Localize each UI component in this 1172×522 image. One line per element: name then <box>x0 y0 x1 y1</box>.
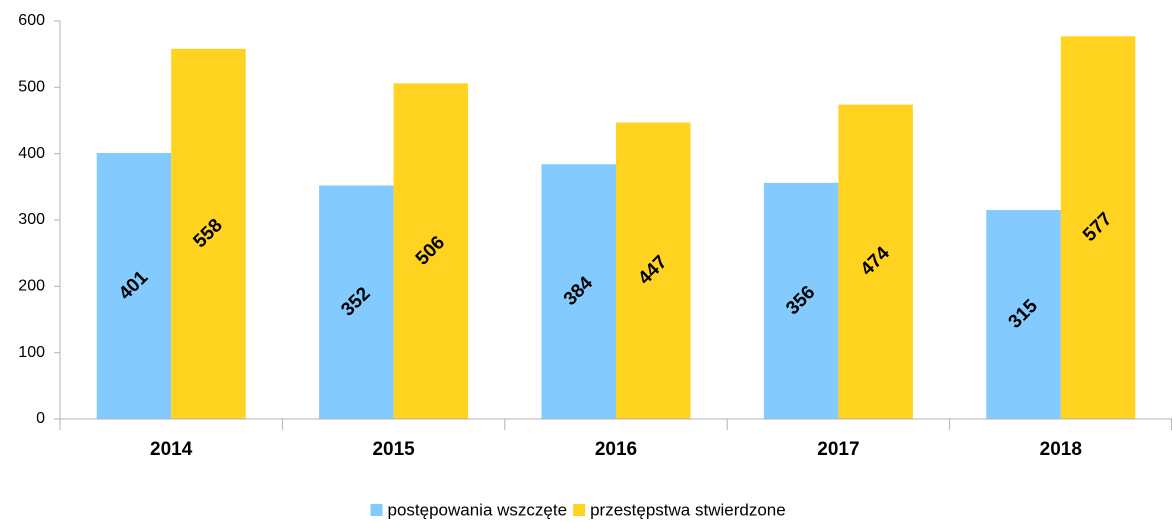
y-tick-label: 600 <box>18 12 45 29</box>
y-tick-label: 400 <box>18 145 45 162</box>
bar <box>763 182 839 419</box>
y-tick-label: 500 <box>18 79 45 96</box>
y-tick-label: 0 <box>36 410 45 427</box>
legend-label: postępowania wszczęte <box>388 500 568 519</box>
bar <box>96 153 172 419</box>
bar <box>319 185 394 419</box>
bar <box>986 210 1061 419</box>
legend: postępowania wszczęte przestępstwa stwier… <box>370 500 786 519</box>
x-tick-label: 2014 <box>150 439 193 460</box>
bar <box>1060 36 1136 420</box>
y-tick-label: 300 <box>18 211 45 228</box>
bar <box>393 83 469 419</box>
legend-swatch <box>370 504 383 516</box>
x-tick-label: 2017 <box>817 439 859 460</box>
bar <box>171 48 246 420</box>
x-tick-label: 2016 <box>595 439 637 460</box>
x-tick-label: 2015 <box>372 439 415 460</box>
x-tick-label: 2018 <box>1040 439 1082 460</box>
legend-swatch <box>573 504 586 516</box>
bar <box>616 122 691 420</box>
bar <box>541 164 616 419</box>
y-tick-label: 200 <box>18 278 45 295</box>
bar <box>838 104 913 419</box>
legend-label: przestępstwa stwierdzone <box>590 500 786 519</box>
y-tick-label: 100 <box>18 344 45 361</box>
